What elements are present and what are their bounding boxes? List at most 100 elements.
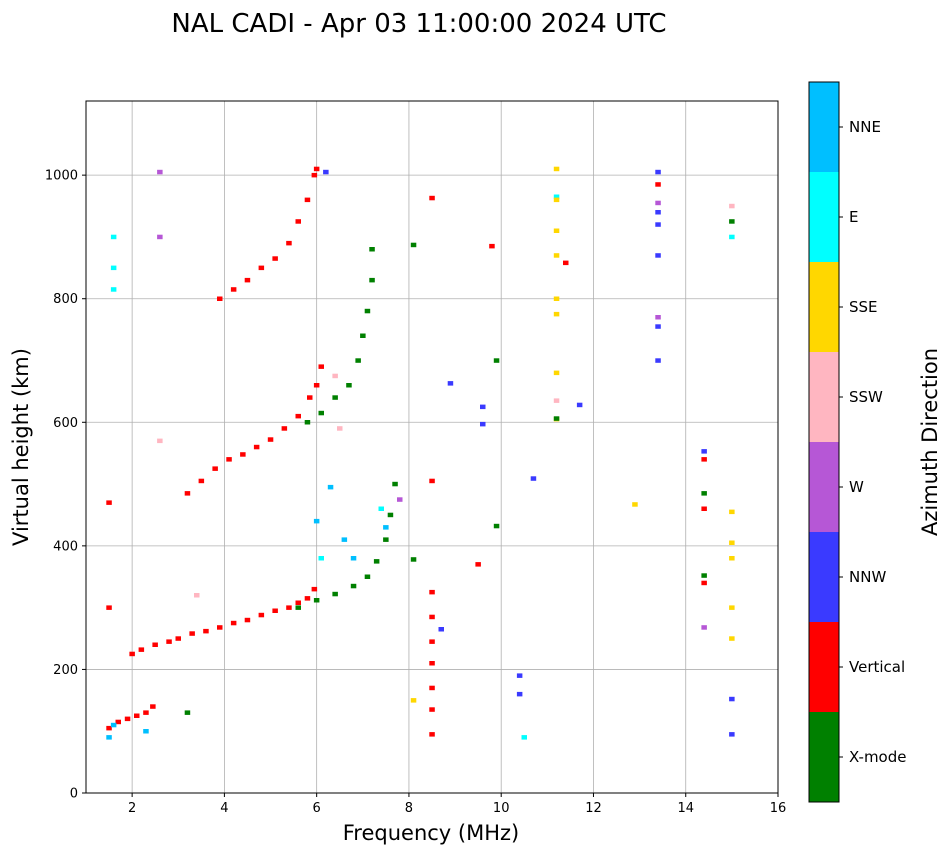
nnw-echoes-point — [323, 169, 329, 175]
nnw-echoes-point — [729, 696, 735, 702]
ssw-echoes-point — [553, 398, 560, 403]
vertical-echoes-point — [429, 614, 435, 620]
vertical-echoes-point — [701, 506, 707, 511]
second-hop-trace-point — [295, 413, 301, 419]
f-layer-o-trace-point — [129, 651, 135, 657]
nnw-echoes-point — [701, 449, 707, 454]
nnw-echoes-point — [655, 324, 661, 329]
sse-echoes-point — [553, 311, 560, 317]
colorbar-tick-label: SSW — [849, 388, 883, 406]
x-tick-label: 6 — [313, 801, 321, 816]
colorbar-tick-label: X-mode — [849, 748, 906, 766]
x-mode-trace-point — [313, 598, 320, 603]
sse-echoes-point — [632, 502, 638, 507]
x-mode-trace-point — [369, 277, 375, 283]
x-mode-trace-point — [383, 537, 389, 542]
third-hop-trace-point — [244, 277, 251, 283]
f-layer-o-trace-point — [286, 605, 292, 610]
y-tick-label: 800 — [53, 292, 78, 307]
colorbar-segment-sse — [809, 262, 839, 352]
third-hop-trace-point — [313, 166, 320, 172]
nnw-echoes-point — [729, 732, 735, 737]
x-mode-trace-point — [392, 481, 398, 487]
ssw-echoes-point — [729, 203, 735, 209]
f-layer-o-trace-point — [217, 625, 223, 630]
x-mode-echoes-point — [701, 491, 707, 496]
x-mode-echoes-point — [410, 242, 417, 248]
nnw-echoes-point — [655, 253, 661, 258]
x-mode-trace-point — [350, 583, 357, 589]
f-layer-o-trace-point — [106, 725, 112, 731]
second-hop-trace-point — [198, 478, 205, 484]
x-mode-trace-point — [369, 247, 375, 252]
vertical-echoes-point — [429, 685, 435, 691]
x-mode-echoes-point — [701, 573, 707, 578]
y-tick-label: 200 — [53, 663, 78, 678]
colorbar-tick-label: E — [849, 208, 858, 226]
colorbar-segment-nnw — [809, 532, 839, 622]
x-mode-trace-point — [318, 410, 324, 416]
nne-echoes-point — [143, 729, 149, 734]
w-echoes-point — [655, 315, 661, 320]
sse-echoes-point — [729, 556, 735, 561]
f-layer-o-trace-point — [138, 647, 145, 652]
nnw-echoes-point — [438, 627, 444, 632]
f-layer-o-trace-point — [272, 608, 278, 613]
second-hop-trace-point — [307, 395, 313, 400]
colorbar-tick-label: Vertical — [849, 658, 905, 676]
f-layer-o-trace-point — [311, 586, 318, 592]
x-tick-label: 8 — [405, 801, 413, 816]
e-echoes-point — [318, 556, 324, 561]
y-axis-ticks: 0 200 400 600 800 1000 — [45, 169, 86, 802]
e-echoes-point — [110, 287, 117, 292]
vertical-echoes-point — [475, 562, 481, 567]
colorbar-tick-label: NNW — [849, 568, 886, 586]
ssw-echoes-point — [332, 373, 338, 379]
grid-lines — [86, 101, 779, 794]
f-layer-o-trace-point — [189, 631, 195, 636]
f-layer-o-trace-point — [143, 710, 149, 715]
x-axis-ticks: 2 4 6 8 10 12 14 16 — [128, 793, 786, 816]
e-echoes-point — [378, 506, 384, 511]
vertical-echoes-point — [429, 707, 435, 712]
second-hop-trace-point — [226, 457, 232, 462]
colorbar-tick-label: W — [849, 478, 864, 496]
nnw-echoes-point — [480, 404, 486, 410]
vertical-echoes-point — [429, 195, 435, 201]
colorbar-label: Azimuth Direction — [918, 348, 942, 536]
second-hop-trace-point — [318, 364, 324, 369]
colorbar-segment-w — [809, 442, 839, 532]
sse-echoes-point — [553, 370, 560, 376]
second-hop-trace-point — [240, 452, 246, 457]
f-layer-o-trace-point — [166, 639, 172, 644]
x-tick-label: 10 — [493, 801, 510, 816]
nnw-echoes-point — [655, 358, 661, 363]
x-tick-label: 16 — [770, 801, 787, 816]
sse-echoes-point — [553, 197, 560, 203]
second-hop-trace-point — [184, 491, 191, 496]
f-layer-o-trace-point — [175, 636, 181, 641]
third-hop-trace-point — [286, 240, 292, 246]
x-mode-trace-point — [295, 605, 301, 610]
nne-echoes-point — [383, 525, 389, 530]
nnw-echoes-point — [516, 673, 523, 678]
w-echoes-point — [655, 200, 661, 206]
x-mode-echoes-point — [410, 557, 417, 562]
colorbar-segment-nne — [809, 82, 839, 172]
chart-title: NAL CADI - Apr 03 11:00:00 2024 UTC — [171, 9, 666, 39]
third-hop-trace-point — [304, 197, 311, 203]
sse-echoes-point — [553, 296, 560, 301]
f-layer-o-trace-point — [304, 596, 311, 601]
nne-echoes-point — [313, 518, 320, 524]
nnw-echoes-point — [530, 476, 537, 481]
f-layer-o-trace-point — [295, 600, 301, 605]
y-tick-label: 1000 — [45, 169, 78, 184]
e-echoes-point — [110, 234, 117, 240]
plot-frame — [85, 100, 779, 794]
colorbar-segment-ssw — [809, 352, 839, 442]
nnw-echoes-point — [655, 169, 661, 175]
second-hop-trace-point — [313, 383, 320, 388]
nne-echoes-point — [341, 537, 348, 542]
w-echoes-point — [701, 625, 707, 630]
vertical-echoes-point — [429, 732, 435, 737]
